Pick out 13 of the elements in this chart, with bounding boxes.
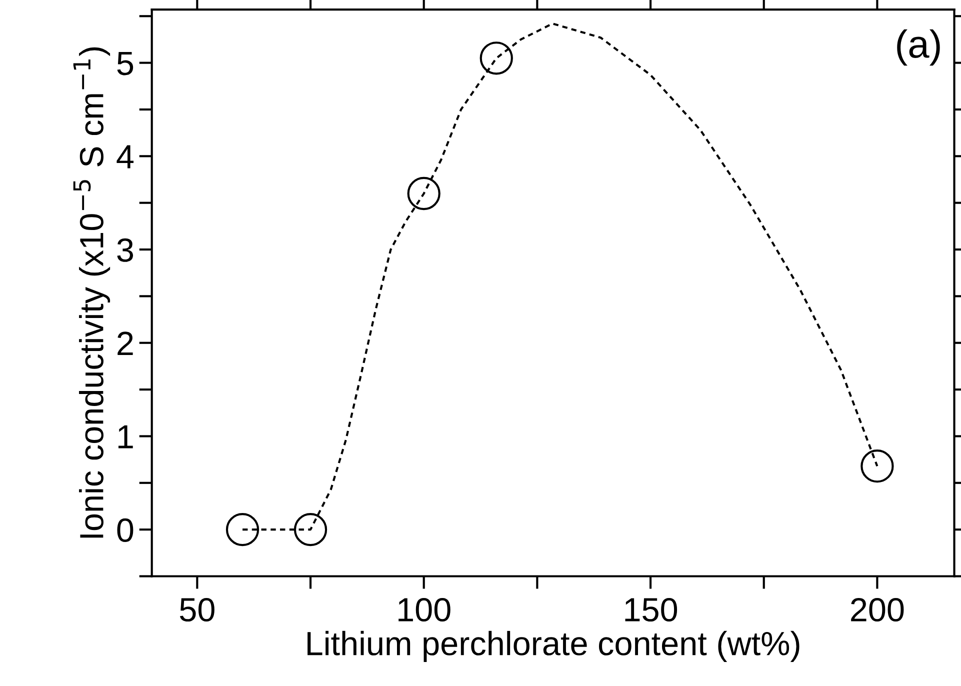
annotation: (a) [897,29,940,66]
x-tick-label: 50 [180,598,214,622]
x-tick-label: 100 [398,598,450,622]
y-tick-label: 0 [117,518,134,542]
y-tick-label: 1 [118,425,133,448]
x-tick-label: 200 [851,598,904,622]
x-tick-label: 150 [625,598,678,622]
y-tick-label: 2 [118,332,133,355]
y-axis-title: Ionic conductivity (x10$^{−5}$ S cm$^{−1}$) [73,47,110,538]
x-axis-title: Lithium perchlorate content (wt%) [308,630,800,662]
y-tick-label: 5 [117,52,134,76]
y-tick-label: 4 [116,145,134,168]
y-tick-label: 3 [117,238,134,262]
